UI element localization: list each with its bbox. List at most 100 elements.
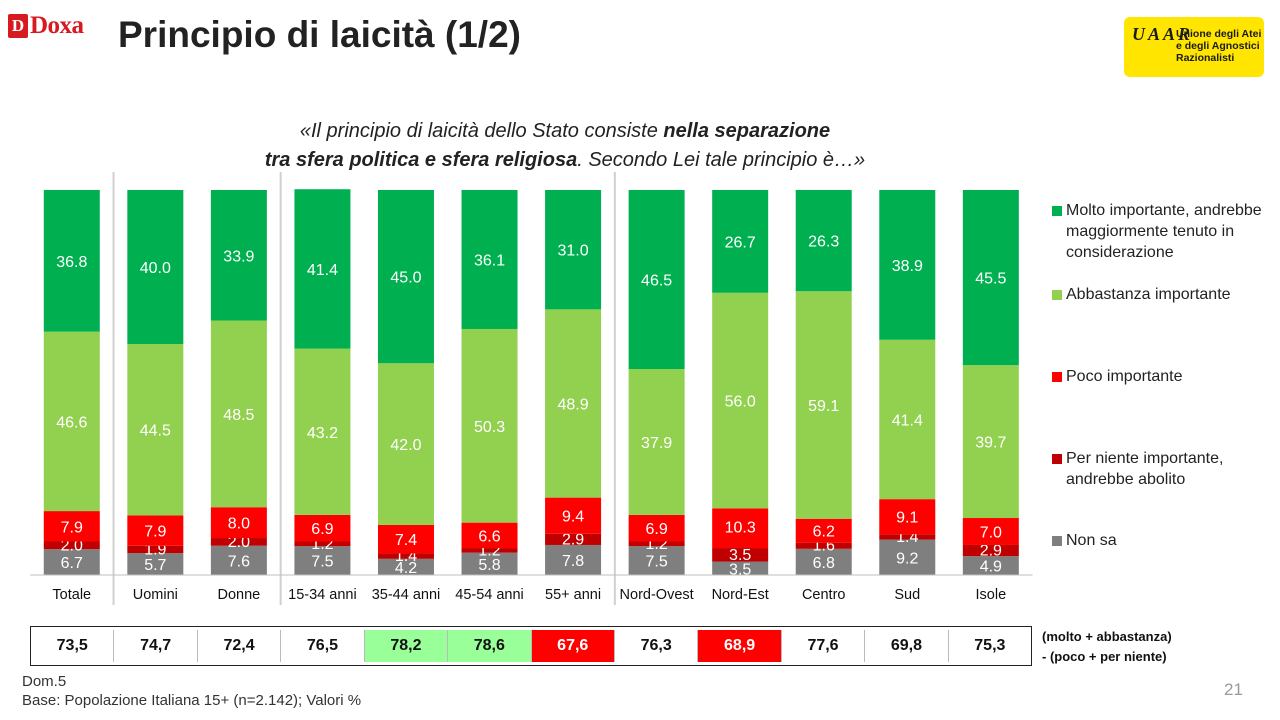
data-label: 44.5 bbox=[140, 423, 171, 440]
summary-cell-nord-ovest: 76,3 bbox=[615, 630, 699, 662]
data-label: 6.7 bbox=[61, 555, 83, 572]
data-label: 41.4 bbox=[892, 412, 923, 429]
data-label: 36.1 bbox=[474, 252, 505, 269]
legend-label: Abbastanza importante bbox=[1066, 286, 1231, 303]
bar-segment-poco-importante-15-34-anni bbox=[294, 514, 351, 542]
data-label: 59.1 bbox=[808, 398, 839, 415]
bar-segment-per-niente-importante-sud bbox=[879, 534, 936, 540]
x-tick-label: 45-54 anni bbox=[455, 587, 524, 603]
bar-segment-per-niente-importante-nord-ovest bbox=[628, 541, 685, 547]
data-label: 48.9 bbox=[558, 396, 589, 413]
bar-segment-non-sa-totale bbox=[43, 549, 100, 575]
bar-segment-abbastanza-importante-45-54-anni bbox=[461, 328, 518, 523]
data-label: 2.9 bbox=[980, 543, 1002, 560]
bar-segment-non-sa-45-54-anni bbox=[461, 552, 518, 575]
data-label: 37.9 bbox=[641, 435, 672, 452]
legend-swatch bbox=[1052, 290, 1062, 300]
legend-swatch bbox=[1052, 536, 1062, 546]
bar-segment-abbastanza-importante-totale bbox=[43, 331, 100, 512]
bar-segment-per-niente-importante-15-34-anni bbox=[294, 541, 351, 547]
footnote: Dom.5 Base: Popolazione Italiana 15+ (n=… bbox=[22, 672, 361, 710]
bar-segment-poco-importante-sud bbox=[879, 499, 936, 535]
data-label: 39.7 bbox=[975, 435, 1006, 452]
data-label: 6.8 bbox=[813, 555, 835, 572]
page-number: 21 bbox=[1224, 680, 1243, 699]
data-label: 7.6 bbox=[228, 553, 250, 570]
doxa-logo-text: Doxa bbox=[30, 12, 84, 39]
question-open: «Il principio di laicità dello Stato con… bbox=[299, 120, 664, 142]
data-label: 6.9 bbox=[311, 521, 333, 538]
summary-note-line-1: (molto + abbastanza) bbox=[1042, 629, 1172, 644]
doxa-logo-mark: D bbox=[8, 14, 28, 38]
data-label: 5.7 bbox=[144, 557, 166, 574]
summary-note: (molto + abbastanza) - (poco + per nient… bbox=[1042, 627, 1172, 667]
bar-segment-per-niente-importante-nord-est bbox=[712, 548, 769, 562]
bar-segment-per-niente-importante-55-anni bbox=[545, 533, 602, 545]
data-label: 48.5 bbox=[223, 407, 254, 424]
data-label: 26.3 bbox=[808, 234, 839, 251]
bar-segment-molto-importante-45-54-anni bbox=[461, 190, 518, 329]
summary-cell-35-44-anni: 78,2 bbox=[364, 630, 449, 662]
uaar-logo: UAAR Unione degli Atei e degli Agnostici… bbox=[1124, 17, 1264, 77]
bar-segment-poco-importante-uomini bbox=[127, 515, 184, 546]
uaar-line-3: Razionalisti bbox=[1176, 52, 1235, 64]
bar-segment-molto-importante-totale bbox=[43, 190, 100, 332]
bar-segment-non-sa-sud bbox=[879, 539, 936, 575]
data-label: 2.9 bbox=[562, 531, 584, 548]
bar-segment-poco-importante-totale bbox=[43, 511, 100, 542]
data-label: 6.9 bbox=[646, 521, 668, 538]
summary-cell-donne: 72,4 bbox=[198, 630, 282, 662]
legend-swatch bbox=[1052, 454, 1062, 464]
question-bold-2: tra sfera politica e sfera religiosa bbox=[264, 149, 578, 171]
x-tick-label: Sud bbox=[894, 587, 920, 603]
question-text: «Il principio di laicità dello Stato con… bbox=[200, 117, 930, 175]
summary-cell-55-anni: 67,6 bbox=[531, 630, 615, 662]
bar-segment-molto-importante-55-anni bbox=[545, 190, 602, 310]
bar-segment-molto-importante-isole bbox=[962, 190, 1019, 366]
question-bold-1: nella separazione bbox=[663, 120, 831, 142]
data-label: 3.5 bbox=[729, 547, 751, 564]
bar-segment-non-sa-uomini bbox=[127, 553, 184, 575]
bar-segment-molto-importante-35-44-anni bbox=[377, 190, 434, 364]
data-label: 7.8 bbox=[562, 553, 584, 570]
legend-label: Molto importante, andrebbe maggiormente … bbox=[1066, 202, 1262, 261]
data-label: 6.6 bbox=[478, 528, 500, 545]
data-label: 2.0 bbox=[61, 537, 83, 554]
summary-cell-45-54-anni: 78,6 bbox=[448, 630, 532, 662]
data-label: 4.9 bbox=[980, 559, 1002, 576]
data-label: 7.5 bbox=[311, 554, 333, 571]
bar-segment-non-sa-nord-ovest bbox=[628, 546, 685, 575]
data-label: 6.2 bbox=[813, 524, 835, 541]
bar-segment-poco-importante-nord-est bbox=[712, 508, 769, 549]
summary-cell-isole: 75,3 bbox=[974, 637, 1006, 654]
data-label: 3.5 bbox=[729, 561, 751, 578]
data-label: 36.8 bbox=[56, 254, 87, 271]
data-label: 41.4 bbox=[307, 262, 338, 279]
bar-segment-abbastanza-importante-sud bbox=[879, 339, 936, 500]
legend-label: Non sa bbox=[1066, 532, 1117, 549]
bar-segment-molto-importante-centro bbox=[795, 190, 852, 292]
data-label: 7.9 bbox=[144, 524, 166, 541]
bar-segment-abbastanza-importante-uomini bbox=[127, 344, 184, 516]
bar-segment-poco-importante-45-54-anni bbox=[461, 522, 518, 549]
summary-cell-15-34-anni: 76,5 bbox=[281, 630, 365, 662]
summary-table: 73,5 74,7 72,4 76,5 78,2 78,6 67,6 76,3 68,9 77,6… bbox=[30, 626, 1032, 666]
x-tick-label: Totale bbox=[52, 587, 91, 603]
data-label: 9.2 bbox=[896, 550, 918, 567]
summary-cell-centro: 77,6 bbox=[782, 630, 866, 662]
bar-segment-abbastanza-importante-donne bbox=[210, 320, 267, 508]
x-tick-label: 55+ anni bbox=[545, 587, 601, 603]
x-tick-label: Donne bbox=[218, 587, 261, 603]
x-tick-label: Nord-Ovest bbox=[620, 587, 694, 603]
bar-segment-abbastanza-importante-35-44-anni bbox=[377, 363, 434, 525]
bar-segment-abbastanza-importante-55-anni bbox=[545, 309, 602, 498]
footnote-question-ref: Dom.5 bbox=[22, 673, 67, 690]
bar-segment-non-sa-15-34-anni bbox=[294, 546, 351, 575]
bar-segment-abbastanza-importante-nord-ovest bbox=[628, 369, 685, 515]
uaar-logo-monogram: UAAR bbox=[1132, 24, 1194, 44]
data-label: 7.9 bbox=[61, 519, 83, 536]
summary-note-line-2: - (poco + per niente) bbox=[1042, 649, 1167, 664]
bar-segment-per-niente-importante-totale bbox=[43, 541, 100, 550]
data-label: 38.9 bbox=[892, 258, 923, 275]
bar-segment-molto-importante-uomini bbox=[127, 190, 184, 344]
